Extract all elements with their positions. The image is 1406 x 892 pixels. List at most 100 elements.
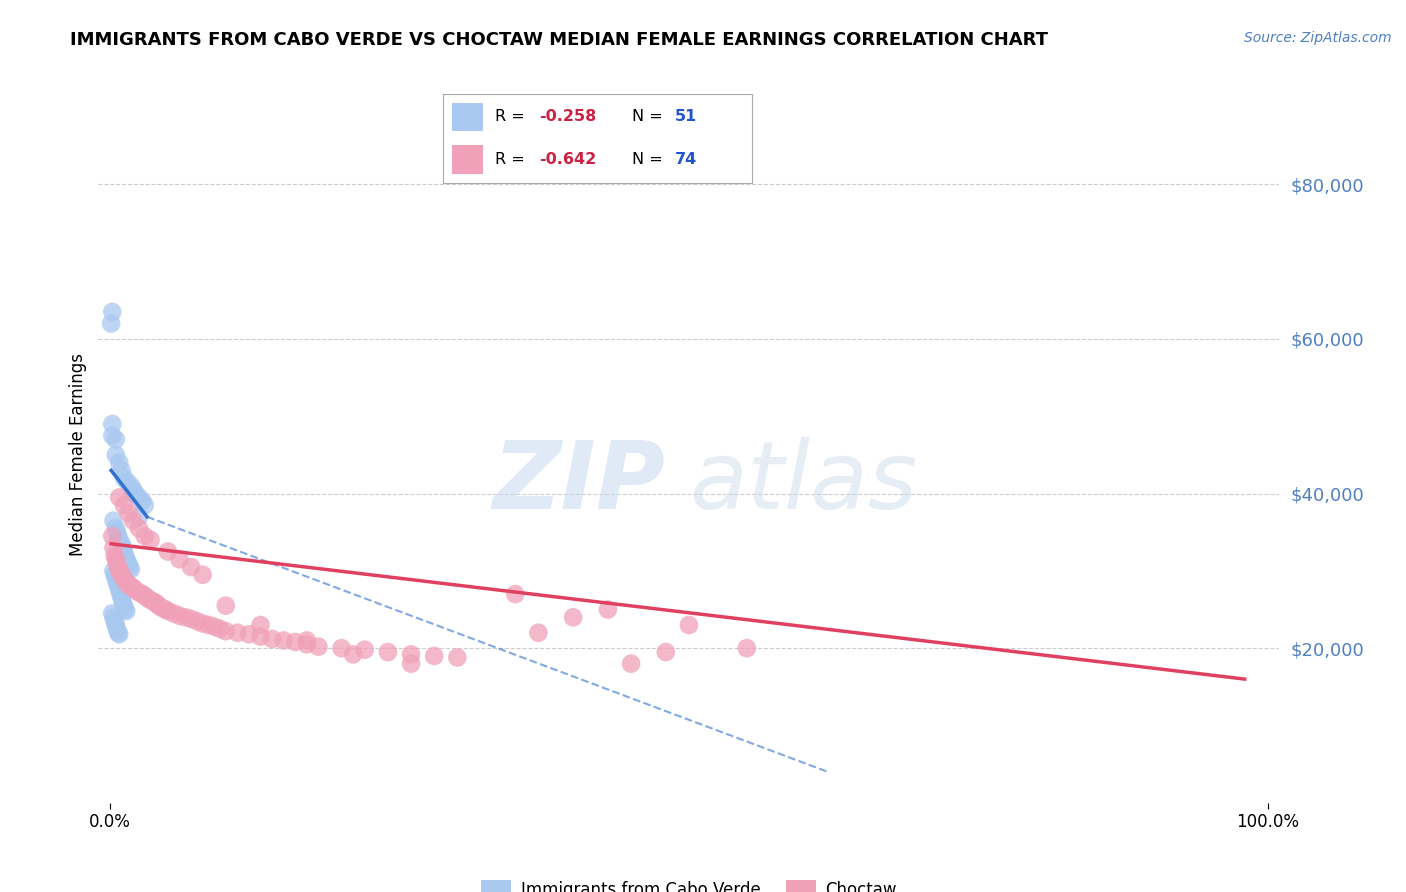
Point: [134, 529, 156, 543]
Point: [101, 529, 124, 543]
Point: [112, 544, 135, 558]
Point: [115, 604, 138, 618]
Point: [148, 599, 170, 613]
Point: [131, 494, 153, 508]
Text: R =: R =: [495, 110, 530, 124]
Point: [110, 537, 132, 551]
Point: [120, 479, 142, 493]
Point: [238, 627, 260, 641]
Point: [104, 552, 127, 566]
Point: [295, 637, 318, 651]
Point: [108, 627, 131, 641]
Point: [104, 618, 127, 632]
Point: [105, 556, 128, 570]
Point: [112, 572, 135, 586]
Point: [399, 648, 422, 662]
Point: [111, 541, 134, 555]
Point: [107, 560, 129, 574]
Point: [108, 583, 131, 598]
Point: [114, 602, 136, 616]
Point: [399, 657, 422, 671]
Point: [191, 567, 214, 582]
Point: [215, 599, 238, 613]
Point: [101, 607, 124, 621]
Point: [124, 486, 146, 500]
Point: [101, 428, 124, 442]
Point: [100, 317, 122, 331]
Point: [262, 632, 284, 646]
Point: [108, 491, 131, 505]
Point: [108, 456, 131, 470]
Point: [103, 514, 125, 528]
Point: [115, 552, 138, 566]
Point: [249, 630, 271, 644]
Point: [143, 595, 166, 609]
Point: [105, 525, 128, 540]
Point: [104, 433, 127, 447]
Point: [128, 585, 150, 599]
Point: [118, 560, 141, 574]
Point: [307, 640, 329, 654]
Point: [114, 549, 136, 563]
Point: [101, 417, 124, 431]
Text: N =: N =: [631, 110, 668, 124]
Point: [122, 581, 145, 595]
Point: [596, 602, 619, 616]
Point: [527, 625, 550, 640]
Point: [180, 560, 202, 574]
Point: [103, 610, 125, 624]
Point: [249, 618, 271, 632]
Point: [122, 514, 145, 528]
Point: [108, 533, 131, 547]
Point: [112, 498, 135, 512]
Point: [128, 509, 150, 524]
Point: [110, 591, 132, 605]
Point: [150, 601, 173, 615]
Point: [104, 614, 127, 628]
Point: [134, 498, 156, 512]
Point: [122, 486, 145, 500]
Point: [128, 491, 150, 505]
Point: [423, 648, 446, 663]
Point: [131, 587, 153, 601]
Point: [104, 549, 127, 563]
Point: [377, 645, 399, 659]
Point: [110, 463, 132, 477]
Text: 74: 74: [675, 153, 697, 167]
Point: [180, 612, 202, 626]
Point: [197, 618, 219, 632]
Text: -0.642: -0.642: [538, 153, 596, 167]
Point: [226, 625, 249, 640]
Point: [105, 622, 128, 636]
Point: [620, 657, 643, 671]
Bar: [453, 145, 484, 174]
Point: [107, 579, 129, 593]
Y-axis label: Median Female Earnings: Median Female Earnings: [69, 353, 87, 557]
Text: R =: R =: [495, 153, 530, 167]
Point: [117, 558, 139, 572]
Point: [107, 529, 129, 543]
Point: [120, 579, 142, 593]
Bar: [453, 103, 484, 131]
Point: [678, 618, 700, 632]
Point: [112, 599, 135, 613]
Point: [134, 589, 156, 603]
Point: [117, 506, 139, 520]
Point: [103, 564, 125, 578]
Point: [117, 578, 139, 592]
Text: -0.258: -0.258: [538, 110, 596, 124]
Point: [122, 483, 145, 497]
Point: [215, 624, 238, 639]
Point: [101, 305, 124, 319]
Point: [104, 521, 127, 535]
Point: [124, 583, 146, 598]
Point: [169, 552, 191, 566]
Point: [104, 572, 127, 586]
Text: atlas: atlas: [689, 437, 917, 528]
Point: [191, 616, 214, 631]
Point: [112, 471, 135, 485]
Point: [128, 521, 150, 535]
Point: [136, 591, 159, 605]
Legend: Immigrants from Cabo Verde, Choctaw: Immigrants from Cabo Verde, Choctaw: [474, 874, 904, 892]
Point: [117, 555, 139, 569]
